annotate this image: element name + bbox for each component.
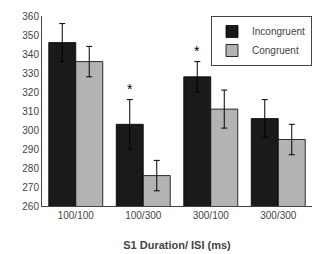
svg-text:300/300: 300/300: [260, 210, 297, 221]
svg-text:350: 350: [22, 30, 39, 41]
svg-text:280: 280: [22, 163, 39, 174]
svg-text:320: 320: [22, 87, 39, 98]
svg-text:310: 310: [22, 106, 39, 117]
svg-text:100/100: 100/100: [58, 210, 95, 221]
svg-text:340: 340: [22, 49, 39, 60]
svg-text:*: *: [127, 81, 133, 97]
svg-text:260: 260: [22, 201, 39, 212]
svg-text:Incongruent: Incongruent: [252, 26, 305, 37]
svg-text:Congruent: Congruent: [252, 45, 299, 56]
svg-text:S1 Duration/ ISI (ms): S1 Duration/ ISI (ms): [123, 239, 231, 251]
svg-text:330: 330: [22, 68, 39, 79]
svg-text:360: 360: [22, 11, 39, 22]
svg-text:300: 300: [22, 125, 39, 136]
svg-text:*: *: [194, 43, 200, 59]
svg-text:290: 290: [22, 144, 39, 155]
svg-text:300/100: 300/100: [193, 210, 230, 221]
svg-text:270: 270: [22, 182, 39, 193]
svg-text:100/300: 100/300: [125, 210, 162, 221]
